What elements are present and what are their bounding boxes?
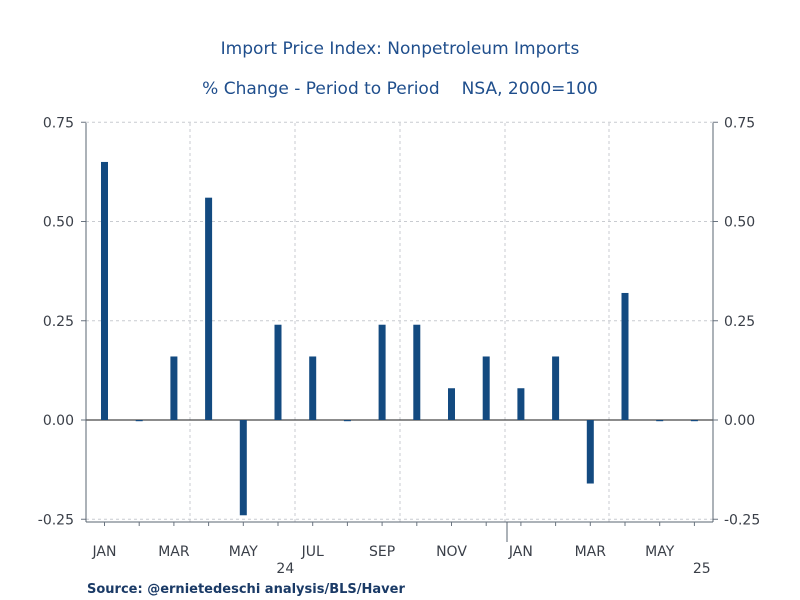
x-tick-label: MAY — [645, 544, 675, 560]
bar-mar-2025 — [586, 420, 594, 484]
subtitle-units: % Change - Period to Period — [202, 79, 440, 99]
y-tick-label-left: 0.25 — [43, 314, 74, 330]
x-tick-label: JAN — [92, 544, 117, 560]
bar-jan-2025 — [517, 388, 525, 420]
x-tick-label: JAN — [508, 544, 533, 560]
bar-feb-2025 — [552, 356, 560, 420]
bar-jun-2024 — [274, 324, 282, 420]
chart-title: Import Price Index: Nonpetroleum Imports — [220, 39, 580, 59]
bar-mar-2024 — [170, 356, 178, 420]
x-tick-label: JUL — [301, 544, 324, 560]
source-note: Source: @ernietedeschi analysis/BLS/Have… — [87, 582, 405, 597]
y-tick-label-left: 0.75 — [43, 115, 74, 131]
bar-jul-2024 — [309, 356, 317, 420]
bar-nov-2024 — [448, 388, 455, 420]
bar-jun-2025 — [690, 420, 698, 422]
y-tick-label-left: -0.25 — [38, 512, 74, 528]
y-tick-label-left: 0.50 — [43, 215, 74, 231]
bar-may-2025 — [656, 420, 664, 422]
chart-subtitle: % Change - Period to Period NSA, 2000=100 — [0, 79, 800, 99]
x-tick-label: SEP — [369, 544, 395, 560]
x-tick-label: MAR — [575, 544, 607, 560]
bar-sep-2024 — [378, 324, 386, 420]
y-tick-label-right: -0.25 — [724, 512, 760, 528]
y-tick-label-right: 0.00 — [724, 413, 755, 429]
y-tick-label-right: 0.25 — [724, 314, 755, 330]
x-tick-label: MAY — [229, 544, 259, 560]
subtitle-basis: NSA, 2000=100 — [461, 79, 598, 99]
y-tick-label-right: 0.50 — [724, 215, 755, 231]
bar-apr-2024 — [205, 197, 213, 420]
bar-dec-2024 — [482, 356, 490, 420]
y-tick-label-left: 0.00 — [43, 413, 74, 429]
bar-aug-2024 — [343, 420, 351, 422]
y-tick-label-right: 0.75 — [724, 115, 755, 131]
bar-may-2024 — [239, 420, 247, 516]
year-label: 25 — [693, 561, 711, 577]
x-tick-label: MAR — [158, 544, 190, 560]
year-label: 24 — [276, 561, 294, 577]
bar-feb-2024 — [135, 420, 143, 422]
x-tick-label: NOV — [436, 544, 467, 560]
bar-oct-2024 — [413, 324, 421, 420]
bar-apr-2025 — [621, 292, 629, 420]
bar-jan-2024 — [101, 161, 108, 420]
